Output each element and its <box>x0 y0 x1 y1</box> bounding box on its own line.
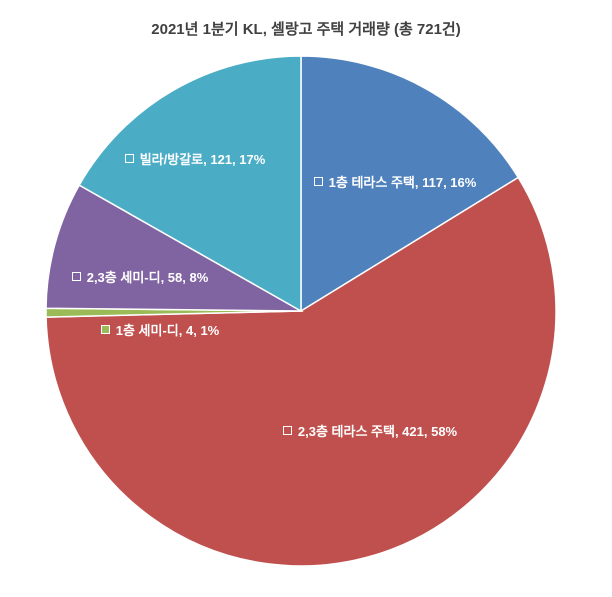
pie-slice <box>78 55 302 313</box>
label-key <box>100 325 110 334</box>
data-label-box: 1층 테라스 주택, 117, 16% <box>310 172 480 194</box>
data-label: 빌라/방갈로, 121, 17% <box>139 152 266 167</box>
label-key <box>124 154 134 163</box>
label-key <box>313 177 323 186</box>
chart-title: 2021년 1분기 KL, 셀랑고 주택 거래량 (총 721건) <box>151 21 461 38</box>
data-label-box: 2,3층 테라스 주택, 421, 58% <box>280 421 460 443</box>
data-label-box: 1층 세미-디, 4, 1% <box>60 320 260 342</box>
data-label: 2,3층 테라스 주택, 421, 58% <box>297 424 458 439</box>
data-label-box: 빌라/방갈로, 121, 17% <box>110 149 280 171</box>
data-label: 1층 세미-디, 4, 1% <box>115 323 220 338</box>
data-label: 2,3층 세미-디, 58, 8% <box>86 270 209 285</box>
pie-slice <box>300 55 520 313</box>
label-key <box>71 272 81 281</box>
data-label-box: 2,3층 세미-디, 58, 8% <box>60 267 220 289</box>
pie-slice <box>45 184 304 312</box>
label-key <box>282 426 292 435</box>
pie-slice <box>45 176 557 567</box>
data-label: 1층 테라스 주택, 117, 16% <box>328 175 477 190</box>
